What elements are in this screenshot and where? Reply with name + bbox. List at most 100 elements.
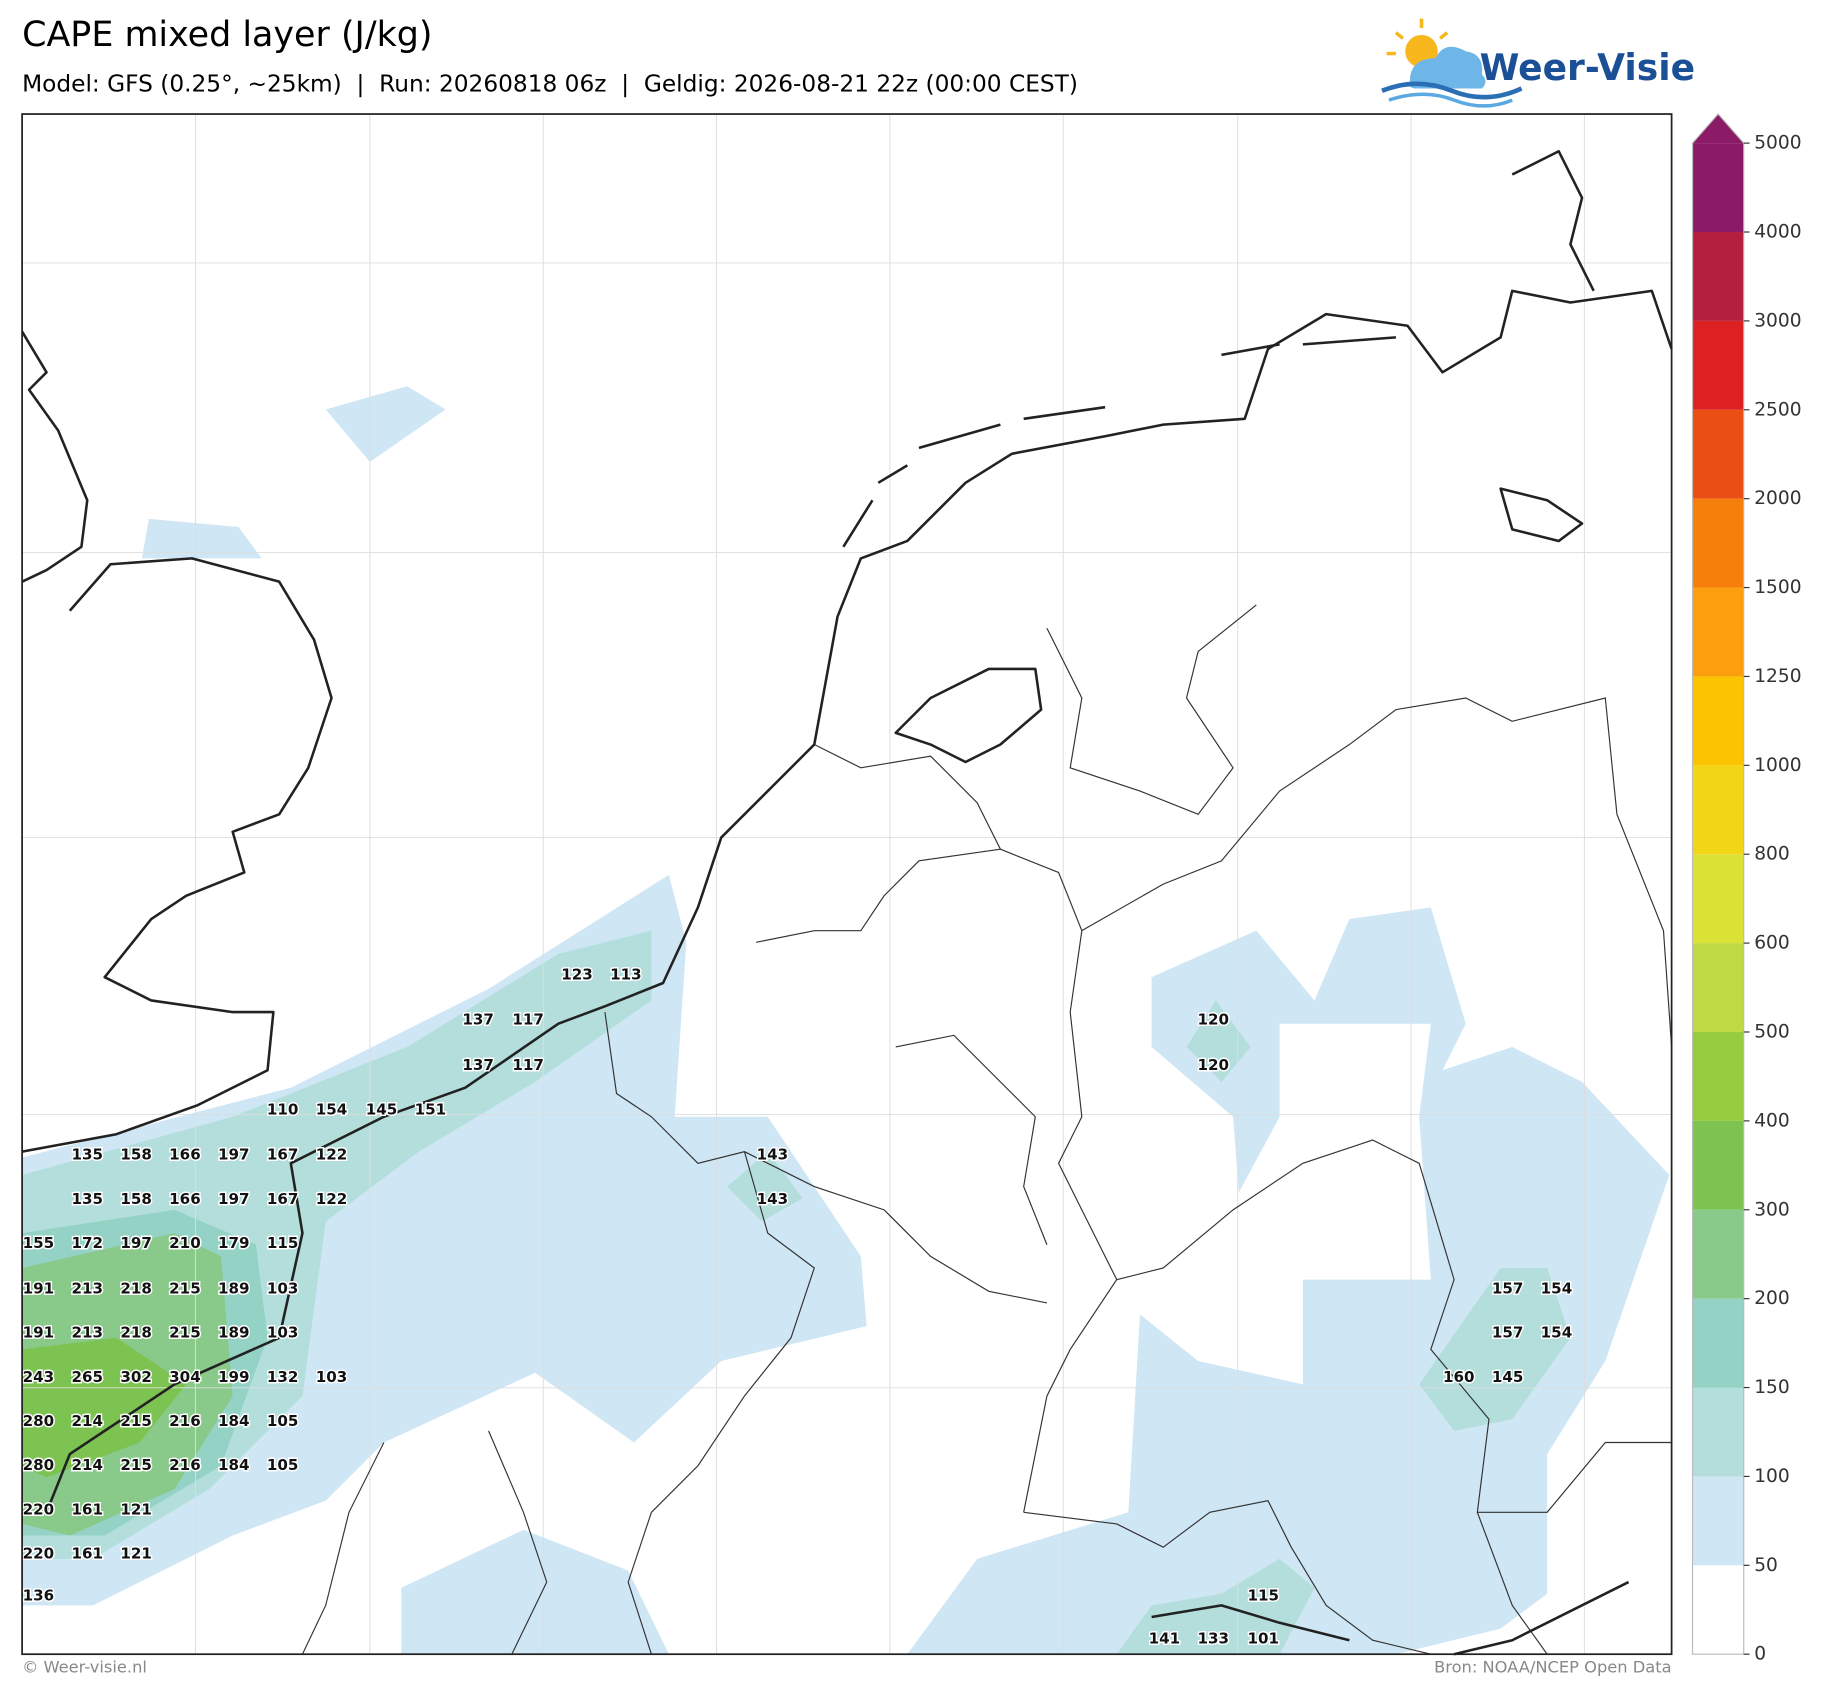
value-label: 189 — [218, 1279, 250, 1297]
value-label: 214 — [71, 1412, 103, 1430]
value-label: 115 — [1248, 1587, 1280, 1605]
colorbar-segment — [1692, 676, 1744, 766]
footer-right: Bron: NOAA/NCEP Open Data — [1434, 1658, 1672, 1677]
value-label: 218 — [120, 1279, 152, 1297]
colorbar-segment — [1692, 409, 1744, 499]
value-label: 154 — [1541, 1279, 1573, 1297]
cape-area — [325, 386, 446, 462]
colorbar-tick-label: 4000 — [1754, 222, 1801, 243]
value-label: 215 — [169, 1279, 201, 1297]
value-label: 167 — [267, 1146, 299, 1164]
value-label: 135 — [71, 1146, 103, 1164]
value-label: 213 — [71, 1279, 103, 1297]
value-label: 143 — [757, 1146, 789, 1164]
colorbar-tick-label: 2000 — [1754, 488, 1801, 509]
value-label: 120 — [1198, 1056, 1230, 1074]
value-label: 197 — [218, 1190, 250, 1208]
value-label: 214 — [71, 1456, 103, 1474]
value-label: 136 — [23, 1587, 55, 1605]
colorbar-tick-label: 400 — [1754, 1110, 1790, 1131]
value-label: 145 — [366, 1100, 398, 1118]
colorbar-tick-label: 150 — [1754, 1377, 1790, 1398]
value-label: 133 — [1198, 1630, 1230, 1648]
colorbar-tick-label: 300 — [1754, 1199, 1790, 1220]
subtitle: Model: GFS (0.25°, ~25km) | Run: 2026081… — [22, 70, 1078, 97]
value-label: 135 — [71, 1190, 103, 1208]
colorbar-tick-label: 200 — [1754, 1288, 1790, 1309]
colorbar-tick-label: 1250 — [1754, 666, 1801, 687]
colorbar-segment — [1692, 1120, 1744, 1210]
graticule — [22, 114, 1672, 1655]
value-label: 151 — [415, 1100, 447, 1118]
value-label: 184 — [218, 1412, 250, 1430]
value-label: 210 — [169, 1234, 201, 1252]
colorbar-tick-label: 0 — [1754, 1644, 1766, 1665]
value-label: 302 — [120, 1368, 152, 1386]
colorbar-segment — [1692, 1387, 1744, 1477]
value-label: 220 — [23, 1500, 55, 1518]
cape-area — [22, 1337, 187, 1478]
value-label: 172 — [71, 1234, 103, 1252]
value-label: 103 — [316, 1368, 348, 1386]
value-label: 143 — [757, 1190, 789, 1208]
cape-area — [141, 518, 262, 559]
colorbar-segment — [1692, 143, 1744, 233]
colorbar-tick-label: 1000 — [1754, 755, 1801, 776]
value-labels: 123 113 137 117 120 137 117 120 110 154 145 151 135 1… — [21, 964, 1574, 1649]
value-label: 243 — [23, 1368, 55, 1386]
logo-text: Weer-Visie — [1480, 47, 1695, 89]
logo-icon — [1381, 18, 1523, 108]
coastlines — [21, 149, 1673, 1656]
cape-area — [727, 1151, 803, 1222]
colorbar-frame — [1691, 113, 1745, 1655]
value-label: 184 — [218, 1456, 250, 1474]
value-label: 145 — [1492, 1368, 1524, 1386]
colorbar-tick-label: 2500 — [1754, 399, 1801, 420]
value-label: 189 — [218, 1324, 250, 1342]
colorbar-segment — [1692, 320, 1744, 410]
colorbar-segment — [1692, 1031, 1744, 1121]
value-label: 167 — [267, 1190, 299, 1208]
colorbar-extend — [1692, 114, 1744, 144]
value-label: 157 — [1492, 1279, 1524, 1297]
map: 123 113 137 117 120 137 117 120 110 154 145 151 135 1… — [21, 113, 1673, 1656]
colorbar-tick-label: 5000 — [1754, 133, 1801, 154]
value-label: 110 — [267, 1100, 299, 1118]
value-label: 105 — [267, 1456, 299, 1474]
value-label: 216 — [169, 1456, 201, 1474]
value-label: 132 — [267, 1368, 299, 1386]
value-label: 121 — [120, 1500, 152, 1518]
value-label: 215 — [120, 1456, 152, 1474]
value-label: 154 — [1541, 1324, 1573, 1342]
colorbar-segment — [1692, 1476, 1744, 1566]
colorbar-segment — [1692, 765, 1744, 855]
value-label: 197 — [120, 1234, 152, 1252]
title: CAPE mixed layer (J/kg) — [22, 15, 432, 55]
value-label: 280 — [23, 1412, 55, 1430]
colorbar-tick-label: 1500 — [1754, 577, 1801, 598]
borders — [301, 604, 1673, 1655]
value-label: 103 — [267, 1279, 299, 1297]
cape-area — [1419, 1268, 1571, 1431]
value-label: 154 — [316, 1100, 348, 1118]
value-label: 115 — [267, 1234, 299, 1252]
cape-area — [907, 907, 1670, 1655]
value-label: 213 — [71, 1324, 103, 1342]
colorbar-segment — [1692, 498, 1744, 588]
value-label: 113 — [610, 965, 642, 983]
value-label: 122 — [316, 1190, 348, 1208]
colorbar-segment — [1692, 232, 1744, 321]
value-label: 158 — [120, 1190, 152, 1208]
value-label: 191 — [23, 1279, 55, 1297]
value-label: 155 — [23, 1234, 55, 1252]
value-label: 265 — [71, 1368, 103, 1386]
value-label: 157 — [1492, 1324, 1524, 1342]
value-label: 218 — [120, 1324, 152, 1342]
value-label: 137 — [462, 1011, 494, 1029]
value-label: 120 — [1198, 1011, 1230, 1029]
value-label: 199 — [218, 1368, 250, 1386]
value-label: 216 — [169, 1412, 201, 1430]
value-label: 166 — [169, 1146, 201, 1164]
